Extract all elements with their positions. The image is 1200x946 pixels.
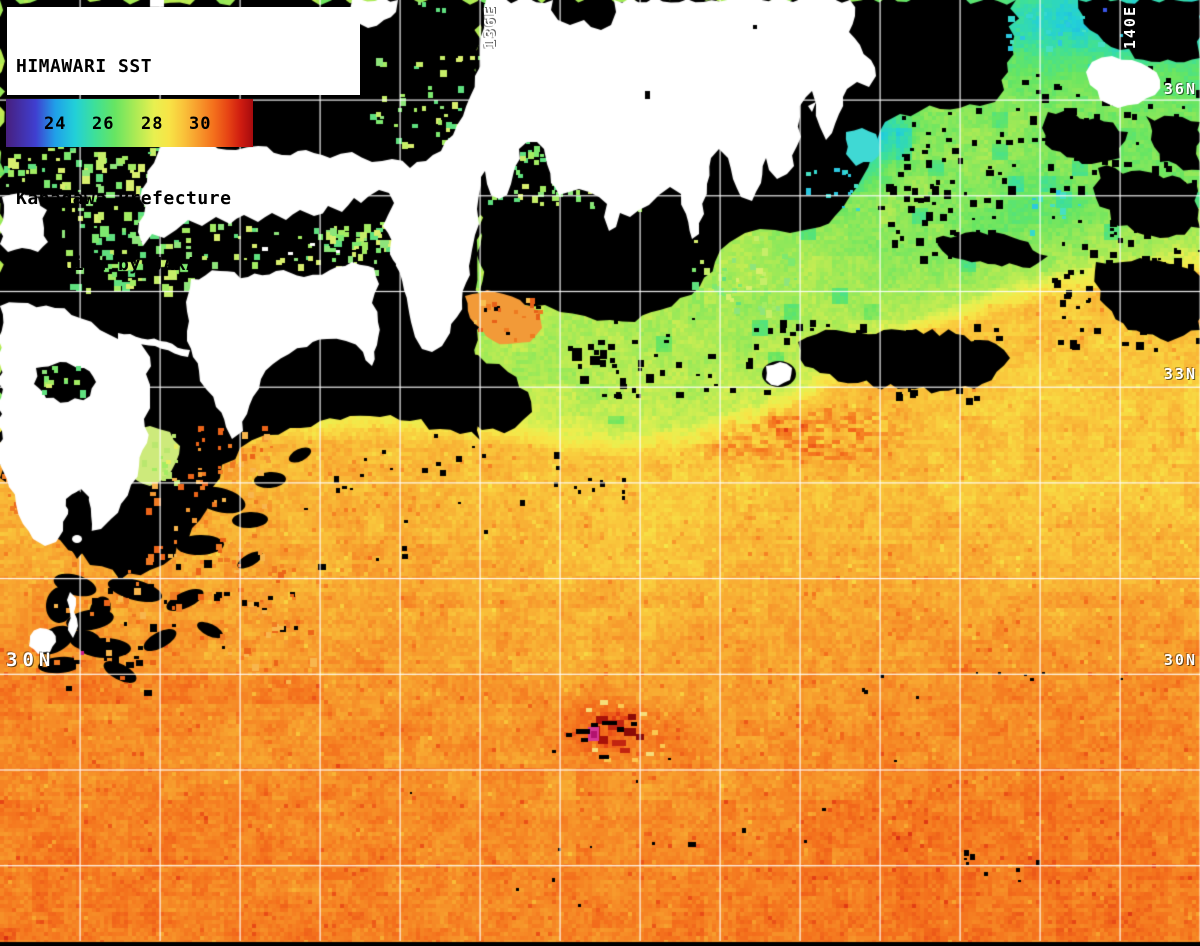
graticule-label-lat: 33N (1163, 365, 1197, 383)
graticule-label-lon: 136E (481, 5, 499, 50)
graticule-label-lat: 30N (6, 649, 56, 671)
graticule-label-lon: 140E (1121, 5, 1139, 50)
graticule-label-lat: 30N (1163, 651, 1197, 669)
color-scale-tick: 30 (189, 114, 212, 134)
color-scale-tick: 28 (141, 114, 164, 134)
graticule-label-lat: 36N (1163, 80, 1197, 98)
color-scale: 24 26 28 30 (6, 99, 253, 147)
info-line-region: Kanagawa Prefecture (16, 188, 232, 209)
color-scale-tick: 24 (44, 114, 67, 134)
info-line-source: supplied by JAXA (16, 254, 198, 275)
info-panel: HIMAWARI SST 2025/09/20 21(UTC) 3H Comp.… (7, 7, 360, 275)
color-scale-tick: 26 (92, 114, 115, 134)
info-line-product: HIMAWARI SST (16, 56, 153, 77)
